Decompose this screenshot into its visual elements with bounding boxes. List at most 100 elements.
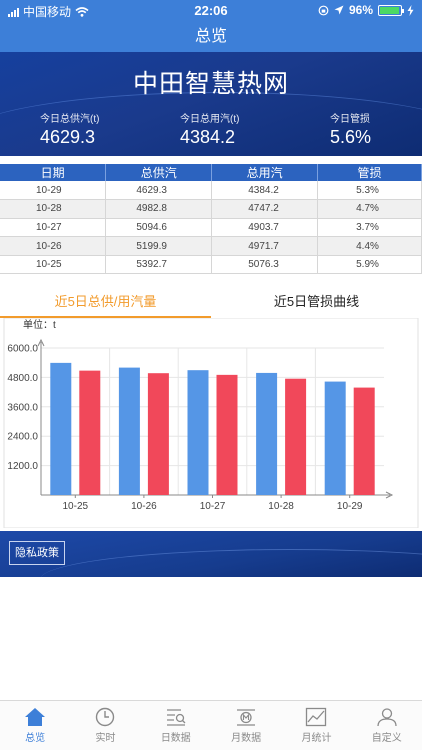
cell-usage: 5076.3 bbox=[211, 255, 319, 275]
cell-loss: 3.7% bbox=[317, 218, 422, 238]
bar bbox=[147, 373, 169, 495]
bar bbox=[353, 387, 375, 495]
kpi-value: 4384.2 bbox=[180, 127, 236, 147]
x-tick-label: 10-26 bbox=[131, 501, 157, 512]
x-tick-label: 10-28 bbox=[268, 501, 294, 512]
x-axis-arrow bbox=[385, 491, 394, 499]
tab-supply-usage[interactable]: 近5日总供/用汽量 bbox=[0, 290, 211, 318]
status-left: 中国移动 bbox=[8, 3, 89, 20]
y-tick-label: 4800.0 bbox=[7, 373, 38, 384]
signal-icon bbox=[8, 7, 19, 17]
footer-banner: 隐私政策 bbox=[0, 531, 422, 577]
cell-loss: 5.9% bbox=[317, 255, 422, 275]
cell-loss: 4.7% bbox=[317, 199, 422, 219]
table-row: 10-26 5199.9 4971.7 4.4% bbox=[0, 236, 422, 256]
bar-chart: 单位：t 6000.0 4800.0 3600.0 2400.0 1200.0 10-25 1… bbox=[3, 318, 419, 528]
x-tick-label: 10-27 bbox=[200, 501, 226, 512]
tabbar-item-realtime[interactable]: 实时 bbox=[70, 701, 140, 750]
y-tick-label: 2400.0 bbox=[7, 432, 38, 443]
x-tick-label: 10-25 bbox=[63, 501, 89, 512]
tabbar-item-month-data[interactable]: 月数据 bbox=[211, 701, 281, 750]
trend-chart-icon bbox=[306, 707, 327, 727]
wifi-icon bbox=[75, 6, 89, 17]
tabbar-label: 月数据 bbox=[231, 733, 262, 744]
battery-percent: 96% bbox=[348, 3, 373, 17]
cell-usage: 4971.7 bbox=[211, 236, 319, 256]
home-icon bbox=[25, 708, 46, 726]
tabbar-item-month-stats[interactable]: 月统计 bbox=[281, 701, 351, 750]
kpi-total-usage: 今日总用汽(t) 4384.2 bbox=[180, 110, 320, 148]
daily-data-table: 日期 总供汽 总用汽 管损 10-29 4629.3 4384.2 5.3% 1… bbox=[0, 164, 422, 275]
cell-date: 10-27 bbox=[0, 218, 107, 238]
cell-date: 10-28 bbox=[0, 199, 107, 219]
header-banner: 中田智慧热网 今日总供汽(t) 4629.3 今日总用汽(t) 4384.2 今… bbox=[0, 52, 422, 156]
chart-frame bbox=[3, 318, 419, 528]
kpi-label: 今日总用汽(t) bbox=[180, 114, 240, 125]
cell-usage: 4384.2 bbox=[211, 181, 319, 201]
kpi-value: 4629.3 bbox=[40, 127, 96, 147]
cell-usage: 4903.7 bbox=[211, 218, 319, 238]
chart-area: 单位：t 6000.0 4800.0 3600.0 2400.0 1200.0 10-25 1… bbox=[0, 318, 422, 528]
bar bbox=[324, 381, 346, 495]
nav-title: 总览 bbox=[0, 22, 422, 52]
cell-supply: 5199.9 bbox=[105, 236, 213, 256]
location-icon bbox=[334, 5, 344, 15]
table-row: 10-27 5094.6 4903.7 3.7% bbox=[0, 218, 422, 238]
kpi-label: 今日总供汽(t) bbox=[40, 114, 100, 125]
table-row: 10-28 4982.8 4747.2 4.7% bbox=[0, 199, 422, 219]
tabbar-item-custom[interactable]: 自定义 bbox=[352, 701, 422, 750]
table-header-row: 日期 总供汽 总用汽 管损 bbox=[0, 164, 422, 181]
kpi-label: 今日管损 bbox=[330, 114, 370, 125]
table-row: 10-25 5392.7 5076.3 5.9% bbox=[0, 255, 422, 275]
tabbar-label: 自定义 bbox=[371, 733, 402, 744]
cell-supply: 4629.3 bbox=[105, 181, 213, 201]
tabbar-item-overview[interactable]: 总览 bbox=[0, 701, 70, 750]
y-tick-label: 6000.0 bbox=[7, 344, 38, 355]
cell-supply: 5094.6 bbox=[105, 218, 213, 238]
cell-date: 10-26 bbox=[0, 236, 107, 256]
app-title: 中田智慧热网 bbox=[132, 70, 289, 98]
kpi-pipe-loss: 今日管损 5.6% bbox=[330, 110, 410, 148]
bar bbox=[285, 378, 307, 495]
status-time: 22:06 bbox=[194, 3, 228, 18]
col-header-date: 日期 bbox=[0, 164, 107, 181]
rotation-lock-icon bbox=[318, 5, 329, 15]
tabbar-label: 总览 bbox=[25, 733, 46, 744]
cell-supply: 5392.7 bbox=[105, 255, 213, 275]
bar bbox=[118, 367, 140, 495]
y-axis-arrow bbox=[37, 338, 45, 347]
y-tick-label: 3600.0 bbox=[7, 402, 38, 413]
cell-date: 10-29 bbox=[0, 181, 107, 201]
bottom-tab-bar: 总览 实时 日数据 月数据 bbox=[0, 700, 422, 750]
clock-icon bbox=[96, 707, 115, 727]
bar bbox=[216, 374, 238, 495]
status-bar: 中国移动 22:06 96% bbox=[0, 0, 422, 22]
chart-tabs: 近5日总供/用汽量 近5日管损曲线 bbox=[0, 290, 422, 318]
cell-loss: 4.4% bbox=[317, 236, 422, 256]
bar bbox=[256, 372, 278, 495]
cell-usage: 4747.2 bbox=[211, 199, 319, 219]
x-tick-label: 10-29 bbox=[337, 501, 363, 512]
cell-loss: 5.3% bbox=[317, 181, 422, 201]
bar bbox=[50, 362, 72, 495]
cell-date: 10-25 bbox=[0, 255, 107, 275]
status-right: 96% bbox=[318, 3, 414, 17]
chart-unit-label: 单位：t bbox=[23, 318, 56, 331]
bar bbox=[187, 370, 209, 495]
tab-pipe-loss-curve[interactable]: 近5日管损曲线 bbox=[273, 294, 360, 309]
y-tick-label: 1200.0 bbox=[7, 461, 38, 472]
kpi-total-supply: 今日总供汽(t) 4629.3 bbox=[40, 110, 180, 148]
bar bbox=[79, 370, 101, 495]
privacy-policy-button[interactable]: 隐私政策 bbox=[9, 541, 65, 565]
tabbar-item-day-data[interactable]: 日数据 bbox=[141, 701, 211, 750]
carrier-name: 中国移动 bbox=[23, 5, 72, 19]
month-data-icon bbox=[237, 709, 256, 726]
user-icon bbox=[377, 708, 397, 727]
table-row: 10-29 4629.3 4384.2 5.3% bbox=[0, 181, 422, 201]
col-header-usage: 总用汽 bbox=[211, 164, 319, 181]
col-header-loss: 管损 bbox=[317, 164, 422, 181]
charging-icon bbox=[407, 4, 414, 16]
col-header-supply: 总供汽 bbox=[105, 164, 213, 181]
tabbar-label: 实时 bbox=[95, 733, 116, 744]
